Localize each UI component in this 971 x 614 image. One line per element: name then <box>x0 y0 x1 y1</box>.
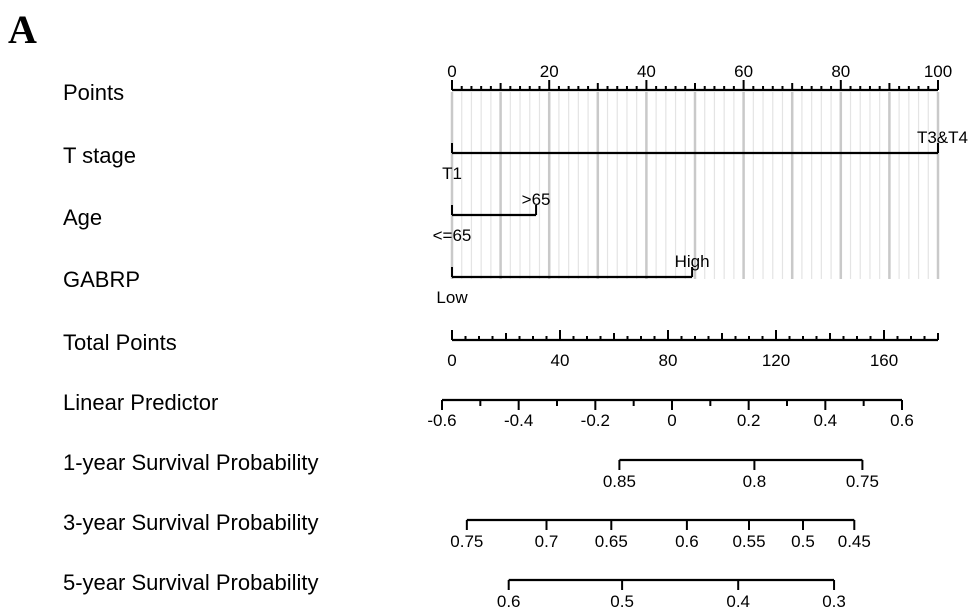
level-label: Low <box>436 288 468 307</box>
row-label-3: GABRP <box>63 267 140 292</box>
lp-tick-label: 0.6 <box>890 411 914 430</box>
survival-tick-label: 0.7 <box>535 532 559 551</box>
row-label-0: Points <box>63 80 124 105</box>
survival-tick-label: 0.4 <box>726 592 750 611</box>
survival-tick-label: 0.6 <box>675 532 699 551</box>
survival-tick-label: 0.85 <box>603 472 636 491</box>
lp-tick-label: -0.6 <box>427 411 456 430</box>
row-label-2: Age <box>63 205 102 230</box>
total-tick-label: 40 <box>551 351 570 370</box>
lp-tick-label: -0.4 <box>504 411 533 430</box>
lp-tick-label: 0 <box>667 411 676 430</box>
points-tick-label: 20 <box>540 62 559 81</box>
panel-letter: A <box>8 7 37 52</box>
row-label-6: 1-year Survival Probability <box>63 450 319 475</box>
row-label-7: 3-year Survival Probability <box>63 510 319 535</box>
survival-tick-label: 0.5 <box>791 532 815 551</box>
row-label-5: Linear Predictor <box>63 390 218 415</box>
labels-layer: Points T stage Age GABRP Total Points Linear … <box>63 80 319 595</box>
grid-layer <box>450 92 940 279</box>
total-tick-label: 120 <box>762 351 790 370</box>
survival-tick-label: 0.45 <box>838 532 871 551</box>
axes-layer: 0 20 40 60 80 100 T1 T3&T4 <=65 >65 Low High 0 40 80 12… <box>427 62 968 611</box>
total-tick-label: 80 <box>659 351 678 370</box>
survival-tick-label: 0.75 <box>846 472 879 491</box>
survival-tick-label: 0.75 <box>450 532 483 551</box>
level-label: <=65 <box>433 226 472 245</box>
survival-tick-label: 0.3 <box>822 592 846 611</box>
row-label-4: Total Points <box>63 330 177 355</box>
points-tick-label: 40 <box>637 62 656 81</box>
row-label-1: T stage <box>63 143 136 168</box>
points-tick-label: 100 <box>924 62 952 81</box>
row-label-8: 5-year Survival Probability <box>63 570 319 595</box>
survival-tick-label: 0.6 <box>497 592 521 611</box>
lp-tick-label: 0.2 <box>737 411 761 430</box>
points-tick-label: 80 <box>831 62 850 81</box>
survival-tick-label: 0.5 <box>610 592 634 611</box>
level-label: High <box>675 252 710 271</box>
level-label: T3&T4 <box>917 128 968 147</box>
lp-tick-label: -0.2 <box>581 411 610 430</box>
survival-tick-label: 0.8 <box>743 472 767 491</box>
total-tick-label: 160 <box>870 351 898 370</box>
survival-tick-label: 0.55 <box>732 532 765 551</box>
level-label: >65 <box>522 190 551 209</box>
points-tick-label: 0 <box>447 62 456 81</box>
total-tick-label: 0 <box>447 351 456 370</box>
lp-tick-label: 0.4 <box>814 411 838 430</box>
survival-tick-label: 0.65 <box>595 532 628 551</box>
level-label: T1 <box>442 164 462 183</box>
points-tick-label: 60 <box>734 62 753 81</box>
